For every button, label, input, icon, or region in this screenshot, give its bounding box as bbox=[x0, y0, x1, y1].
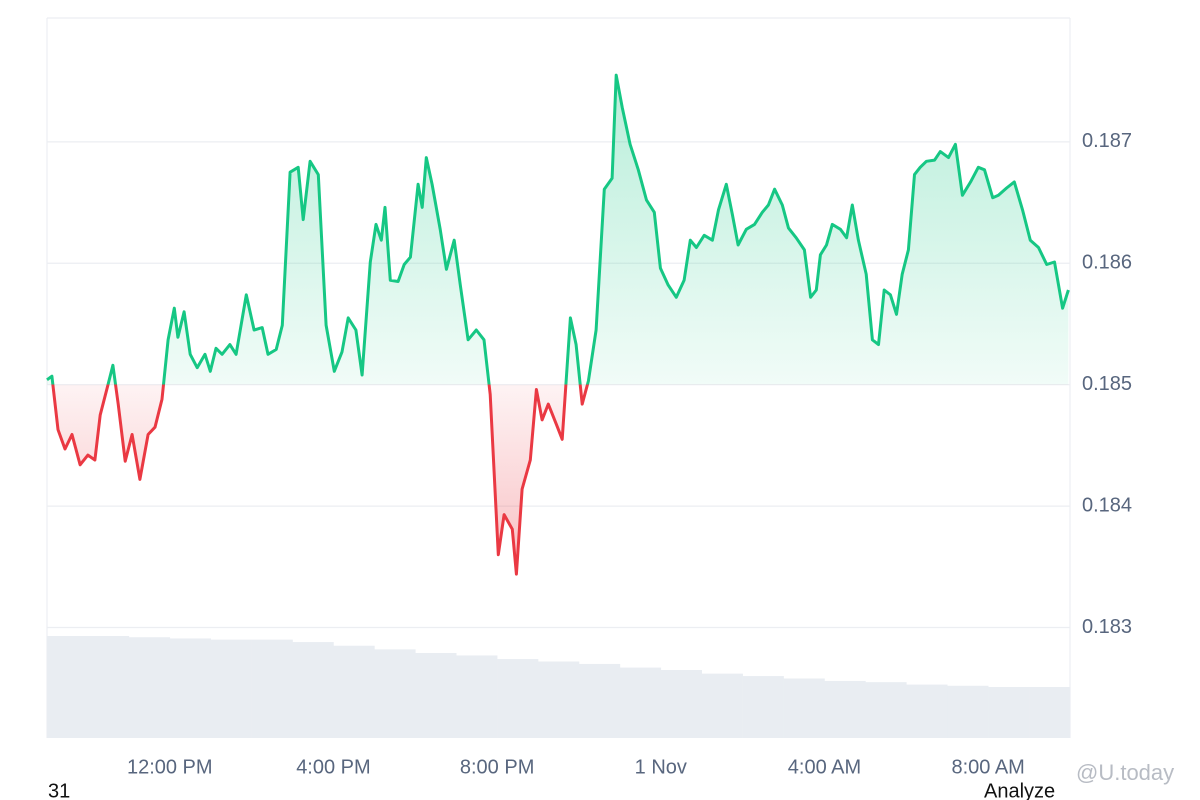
x-tick-label: 4:00 PM bbox=[296, 756, 370, 778]
volume-bar bbox=[47, 636, 89, 738]
volume-bar bbox=[415, 653, 457, 738]
x-tick-label: 1 Nov bbox=[635, 756, 687, 778]
volume-bar bbox=[333, 645, 375, 738]
date-label: 31 bbox=[48, 780, 70, 800]
volume-bar bbox=[906, 684, 948, 738]
volume-bar bbox=[619, 667, 662, 738]
volume-bar bbox=[292, 642, 334, 738]
volume-bar bbox=[865, 682, 907, 738]
y-tick-label: 0.186 bbox=[1082, 252, 1132, 274]
volume-bar bbox=[578, 663, 621, 738]
volume-bar bbox=[87, 636, 130, 738]
volume-bar bbox=[169, 638, 211, 738]
volume-bar bbox=[456, 655, 498, 738]
volume-bar bbox=[701, 673, 743, 738]
y-tick-label: 0.184 bbox=[1082, 494, 1132, 516]
x-tick-label: 8:00 AM bbox=[951, 756, 1024, 778]
y-tick-label: 0.187 bbox=[1082, 130, 1132, 152]
price-line bbox=[46, 73, 1070, 576]
volume-bar bbox=[947, 685, 989, 738]
volume-bar bbox=[251, 639, 293, 738]
volume-bar bbox=[988, 687, 1030, 738]
x-tick-label: 8:00 PM bbox=[460, 756, 534, 778]
volume-bar bbox=[128, 637, 171, 738]
volume-bar bbox=[538, 661, 580, 738]
volume-bar bbox=[1029, 687, 1071, 738]
y-tick-label: 0.185 bbox=[1082, 373, 1132, 395]
price-area bbox=[47, 75, 1069, 575]
volume-bar bbox=[660, 670, 703, 738]
x-tick-label: 12:00 PM bbox=[127, 756, 213, 778]
x-tick-label: 4:00 AM bbox=[788, 756, 861, 778]
volume-bar bbox=[497, 659, 539, 738]
volume-bar bbox=[783, 678, 825, 738]
analyze-button[interactable]: Analyze bbox=[984, 780, 1055, 800]
volume-bar bbox=[374, 649, 416, 738]
watermark: @U.today bbox=[1076, 760, 1174, 785]
volume-bar bbox=[824, 680, 866, 738]
y-tick-label: 0.183 bbox=[1082, 616, 1132, 638]
volume-bar bbox=[210, 639, 252, 738]
volume-bar bbox=[742, 676, 784, 738]
